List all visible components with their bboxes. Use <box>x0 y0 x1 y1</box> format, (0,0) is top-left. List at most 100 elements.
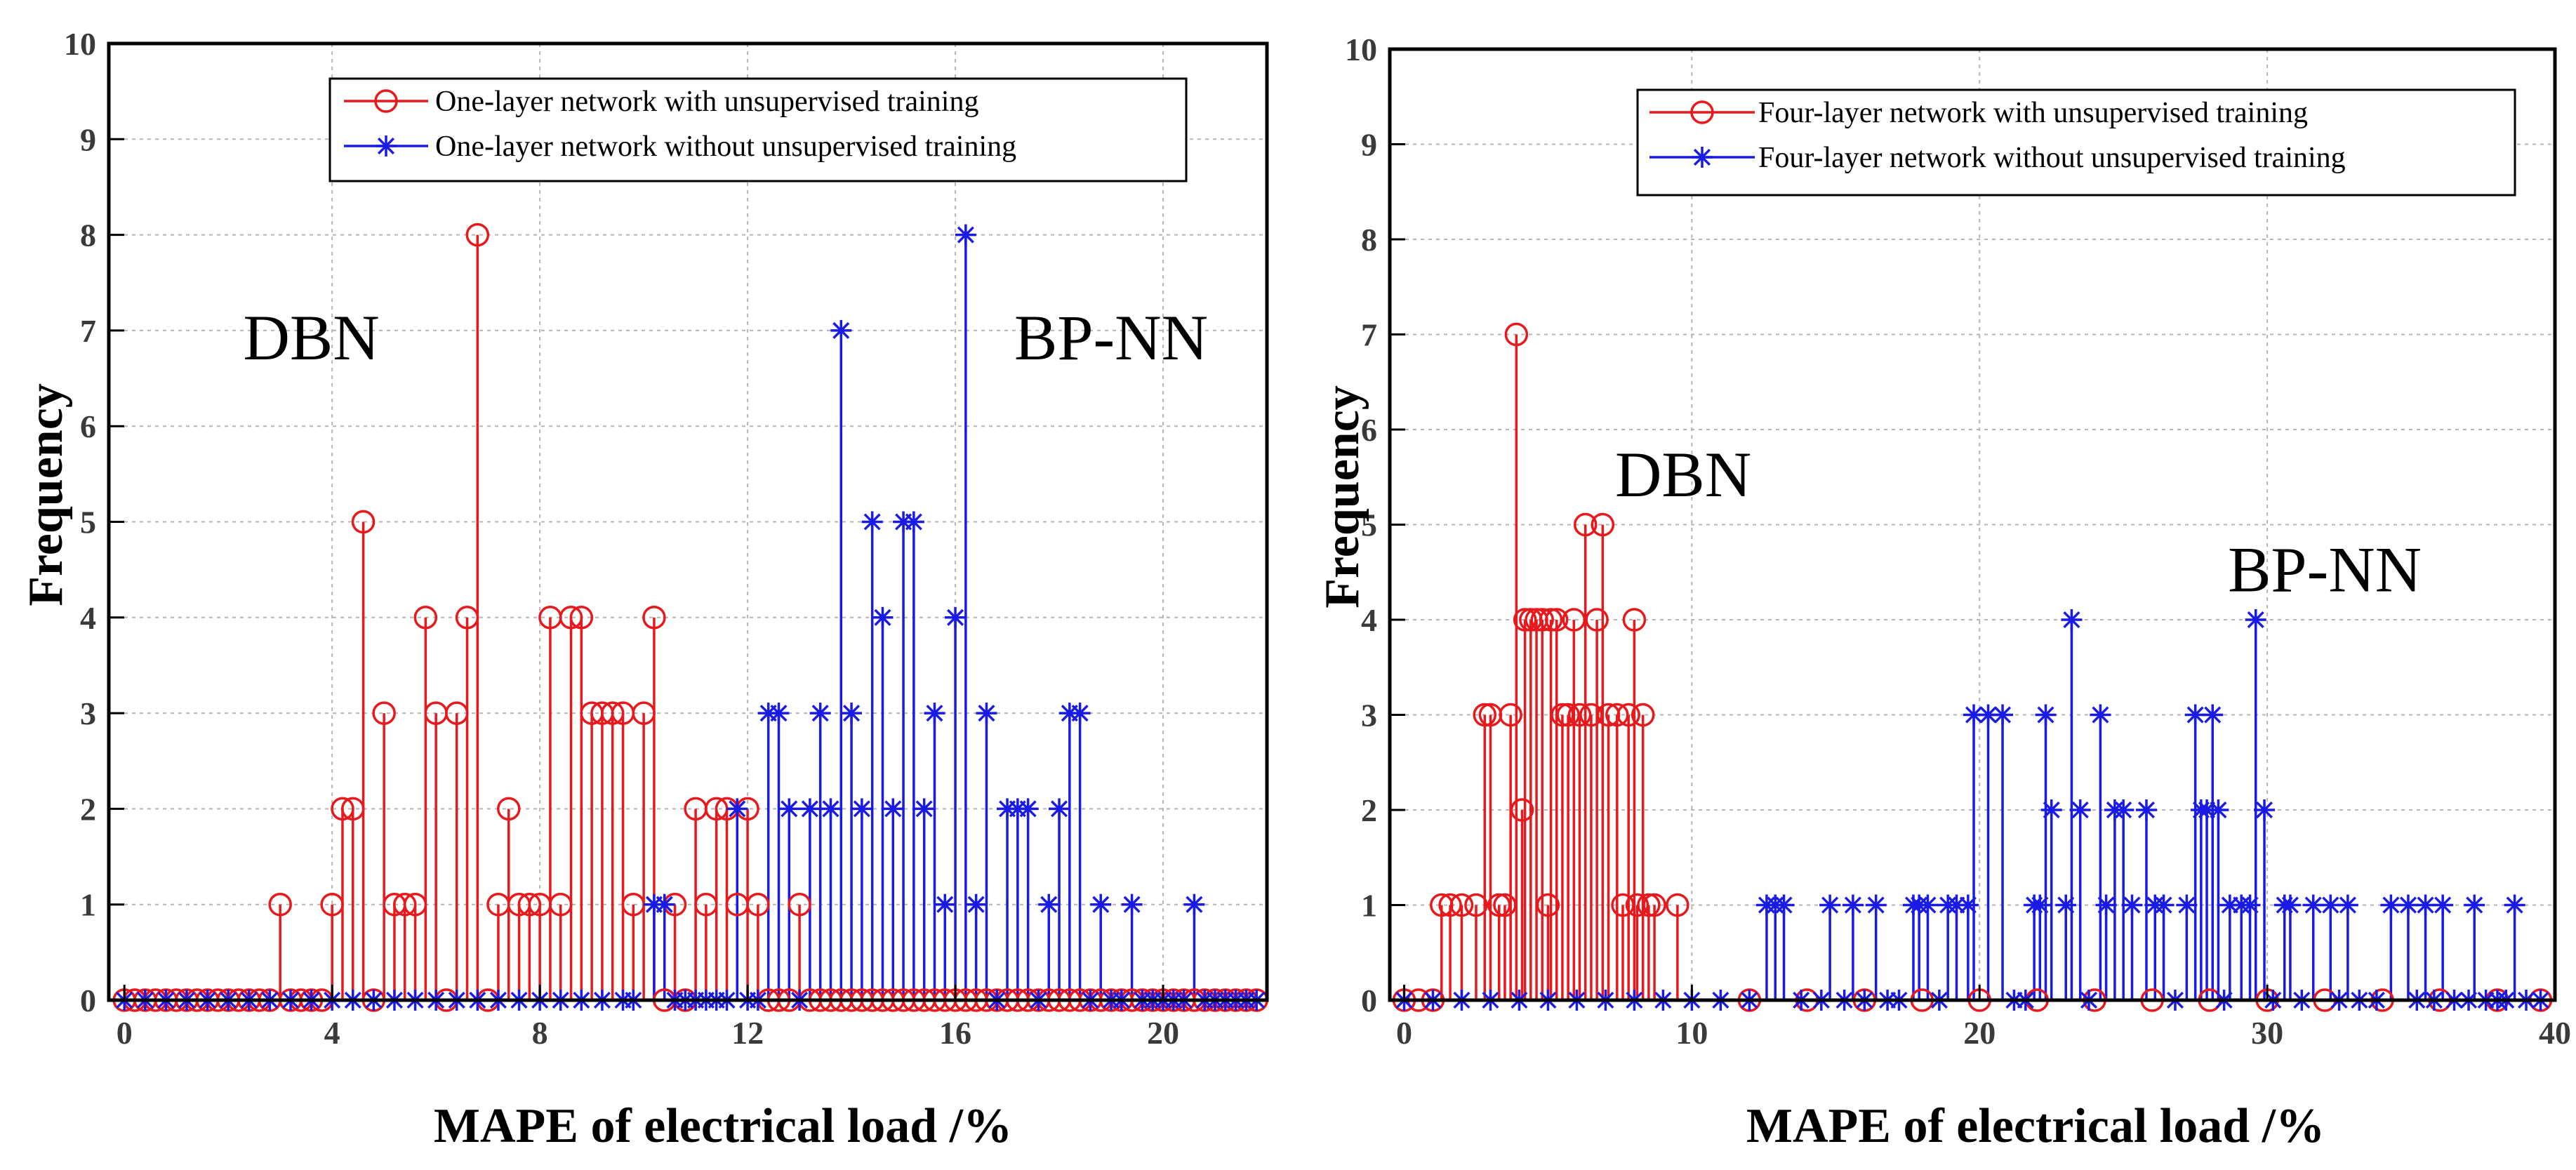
data-point <box>788 892 811 917</box>
data-point <box>1773 894 1795 916</box>
data-point <box>965 893 987 915</box>
data-point <box>632 701 656 725</box>
data-point <box>861 511 883 533</box>
data-point <box>2184 704 2206 726</box>
data-point <box>1551 703 1574 727</box>
x-tick-label: 40 <box>2539 1015 2571 1051</box>
data-point <box>945 606 967 628</box>
x-tick-label: 20 <box>1147 1015 1179 1051</box>
data-point <box>882 798 904 820</box>
stems-right <box>1440 334 2516 1000</box>
data-point <box>2035 704 2057 726</box>
chart-right: 0 10 20 30 40 0 1 2 3 4 5 6 7 8 9 10 MAPE of electrical… <box>1315 32 2571 1153</box>
legend-right: Four-layer network with unsupervised tra… <box>1636 88 2516 197</box>
data-point <box>1573 512 1598 537</box>
data-point <box>1625 893 1649 917</box>
data-point <box>1510 798 1534 822</box>
annotations-right: DBN BP-NN <box>1615 439 2422 606</box>
data-point <box>642 606 666 630</box>
data-point <box>2254 799 2276 820</box>
data-point <box>320 892 344 917</box>
y-tick-label: 5 <box>80 505 96 540</box>
legend-entry-label: Four-layer network with unsupervised tra… <box>1758 97 2308 129</box>
legend-entry-label: Four-layer network without unsupervised … <box>1758 142 2346 174</box>
y-tick-label: 6 <box>1361 412 1377 448</box>
data-point <box>1637 893 1661 917</box>
data-point <box>1842 894 1864 916</box>
y-tick-label: 0 <box>1361 983 1377 1018</box>
data-point <box>455 606 479 630</box>
data-point <box>2095 894 2117 916</box>
data-point <box>934 893 956 915</box>
data-point <box>1493 893 1517 917</box>
data-point <box>2202 704 2224 726</box>
data-point <box>913 798 935 820</box>
data-point <box>1605 703 1629 727</box>
data-point <box>600 701 625 725</box>
data-point <box>1819 894 1841 916</box>
data-point <box>2055 894 2077 916</box>
legend-entry-label: One-layer network with unsupervised trai… <box>435 86 978 118</box>
annotation-label: BP-NN <box>1014 302 1208 373</box>
data-point <box>1616 703 1640 727</box>
legend-swatch-marker <box>376 135 397 157</box>
data-point <box>2029 894 2051 916</box>
y-tick-label: 8 <box>80 218 96 253</box>
legend-swatch-marker <box>374 89 398 113</box>
y-tick-label: 10 <box>64 26 96 62</box>
data-point <box>2432 894 2454 916</box>
legend-entry-label: One-layer network without unsupervised t… <box>435 131 1016 163</box>
data-point <box>1917 894 1939 916</box>
data-point <box>1957 894 1979 916</box>
data-point <box>746 892 770 917</box>
data-point <box>2337 894 2358 916</box>
legend-box <box>328 77 1188 182</box>
x-tick-label: 16 <box>939 1015 971 1051</box>
data-point <box>778 798 800 820</box>
data-point <box>392 892 417 917</box>
ticks-right: 0 10 20 30 40 0 1 2 3 4 5 6 7 8 9 10 <box>1345 32 2571 1051</box>
x-tick-label: 0 <box>117 1015 133 1051</box>
legend-swatch-marker <box>1690 100 1714 124</box>
x-tick-label: 20 <box>1963 1015 1996 1051</box>
x-tick-label: 8 <box>532 1015 548 1051</box>
data-point <box>653 893 675 915</box>
data-point <box>1473 703 1497 727</box>
data-point <box>268 892 292 917</box>
x-axis-title-left: MAPE of electrical load /% <box>434 1099 1012 1153</box>
data-point <box>1992 704 2014 726</box>
data-point <box>372 701 396 725</box>
data-point <box>1499 703 1522 727</box>
x-tick-label: 12 <box>731 1015 764 1051</box>
data-point <box>569 606 594 630</box>
data-point <box>2504 894 2525 916</box>
data-point <box>1513 608 1537 632</box>
data-point <box>2380 894 2402 916</box>
data-point <box>1183 893 1205 915</box>
data-point <box>2245 609 2266 630</box>
data-point <box>517 892 542 917</box>
data-point <box>1579 703 1603 727</box>
y-tick-label: 9 <box>80 121 96 157</box>
data-point <box>2153 894 2175 916</box>
data-point <box>841 703 863 724</box>
data-point <box>924 703 945 724</box>
data-point <box>2090 704 2111 726</box>
y-tick-label: 4 <box>1361 602 1377 638</box>
data-point <box>1449 893 1474 917</box>
data-point <box>1865 894 1887 916</box>
data-point <box>955 224 976 246</box>
data-point <box>1487 893 1511 917</box>
legend-left: One-layer network with unsupervised trai… <box>328 77 1188 182</box>
data-point <box>1530 608 1554 632</box>
data-point <box>694 892 718 917</box>
data-point <box>809 703 831 724</box>
annotation-label: DBN <box>1615 439 1751 510</box>
y-axis-title-right: Frequency <box>1315 385 1369 609</box>
data-point <box>444 701 469 725</box>
data-point <box>1567 703 1592 727</box>
annotation-label: BP-NN <box>2228 533 2422 605</box>
legend-swatch-marker <box>1692 147 1713 168</box>
